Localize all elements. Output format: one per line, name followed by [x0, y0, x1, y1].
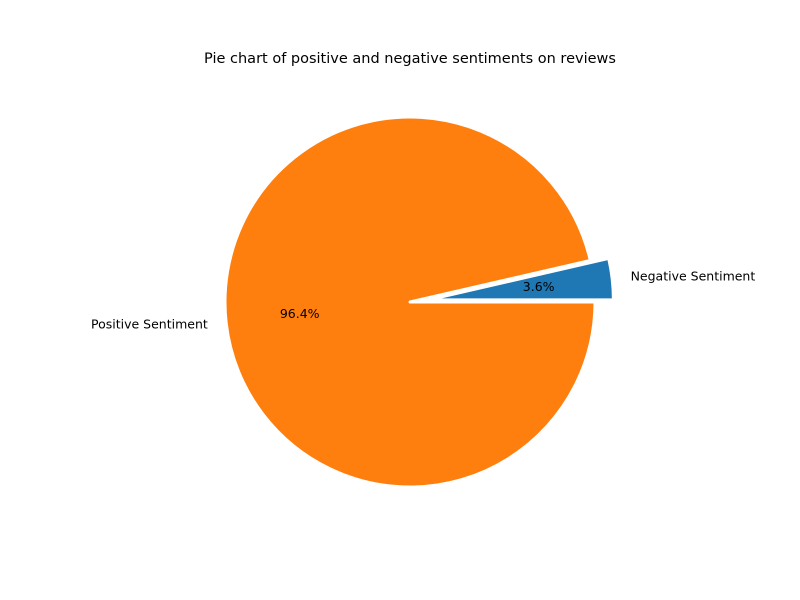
pie-labels: Negative Sentiment 3.6% Positive Sentiment… [91, 268, 755, 331]
pct-label-positive-sentiment: 96.4% [280, 306, 320, 321]
slice-label-negative-sentiment: Negative Sentiment [631, 268, 756, 283]
pct-label-negative-sentiment: 3.6% [523, 279, 555, 294]
pie-slice-positive-sentiment [223, 115, 597, 489]
chart-title: Pie chart of positive and negative senti… [204, 51, 616, 67]
pie-slice-negative-sentiment [426, 256, 615, 302]
pie-slices [223, 115, 615, 489]
slice-label-positive-sentiment: Positive Sentiment [91, 316, 208, 331]
